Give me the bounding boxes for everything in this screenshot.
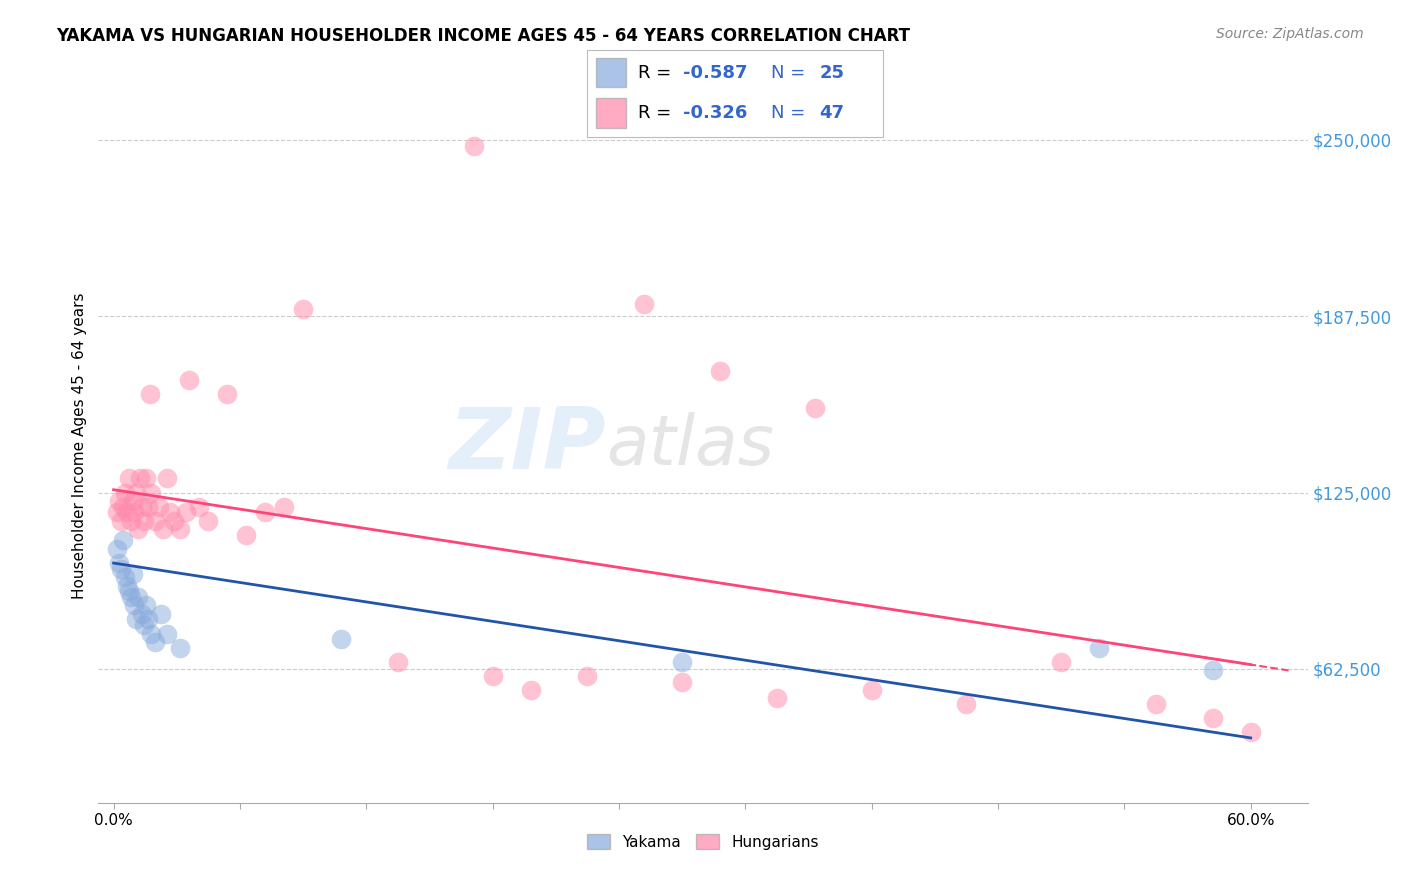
Text: 25: 25 [820,64,844,82]
Point [156,471,179,485]
Point [124,599,146,613]
Point [132,514,155,528]
Point [1088,640,1111,655]
Point [118,584,141,599]
Point [110,514,132,528]
FancyBboxPatch shape [586,50,883,137]
FancyBboxPatch shape [596,58,626,87]
Point [105,541,128,556]
Point [174,505,197,519]
Point [136,612,159,626]
Point [125,612,148,626]
Point [114,485,136,500]
Point [152,522,174,536]
Point [709,364,731,378]
Point [163,514,186,528]
Point [149,607,172,621]
Point [105,505,128,519]
Point [217,387,239,401]
Point [187,500,209,514]
FancyBboxPatch shape [596,98,626,128]
Point [112,500,135,514]
Point [141,626,163,640]
Text: -0.587: -0.587 [683,64,748,82]
Point [671,674,693,689]
Text: N =: N = [770,64,806,82]
Text: N =: N = [770,104,806,122]
Point [135,471,157,485]
Point [519,683,541,698]
Point [143,514,166,528]
Point [1202,663,1225,677]
Point [804,401,827,415]
Point [131,500,153,514]
Point [148,500,170,514]
Point [766,691,789,706]
Point [121,567,143,582]
Point [197,514,219,528]
Point [131,607,153,621]
Point [120,514,142,528]
Point [169,640,191,655]
Point [108,556,131,570]
Point [387,655,409,669]
Legend: Yakama, Hungarians: Yakama, Hungarians [581,828,825,855]
Point [169,522,191,536]
Text: ZIP: ZIP [449,404,606,488]
Point [156,626,179,640]
Point [330,632,353,647]
Text: Source: ZipAtlas.com: Source: ZipAtlas.com [1216,27,1364,41]
Text: atlas: atlas [606,412,775,480]
Point [121,494,143,508]
Point [118,471,141,485]
Point [127,522,149,536]
Point [481,669,503,683]
Point [1050,655,1073,669]
Text: 47: 47 [820,104,844,122]
Y-axis label: Householder Income Ages 45 - 64 years: Householder Income Ages 45 - 64 years [72,293,87,599]
Point [633,296,655,310]
Point [135,599,157,613]
Point [179,373,201,387]
Point [138,387,160,401]
Point [108,494,131,508]
Point [159,505,181,519]
Point [114,570,136,584]
Point [463,138,485,153]
Text: R =: R = [638,64,671,82]
Point [120,590,142,604]
Point [143,635,166,649]
Point [132,618,155,632]
Point [110,562,132,576]
Point [576,669,599,683]
Point [136,500,159,514]
Point [860,683,883,698]
Point [112,533,135,548]
Point [254,505,277,519]
Point [235,528,257,542]
Text: -0.326: -0.326 [683,104,748,122]
Point [129,471,152,485]
Point [115,579,138,593]
Point [273,500,295,514]
Point [125,485,148,500]
Point [292,302,315,317]
Point [671,655,693,669]
Point [141,485,163,500]
Point [1144,697,1167,711]
Point [115,505,138,519]
Point [955,697,977,711]
Text: R =: R = [638,104,671,122]
Text: YAKAMA VS HUNGARIAN HOUSEHOLDER INCOME AGES 45 - 64 YEARS CORRELATION CHART: YAKAMA VS HUNGARIAN HOUSEHOLDER INCOME A… [56,27,910,45]
Point [1202,711,1225,725]
Point [124,505,146,519]
Point [127,590,149,604]
Point [1240,725,1263,739]
